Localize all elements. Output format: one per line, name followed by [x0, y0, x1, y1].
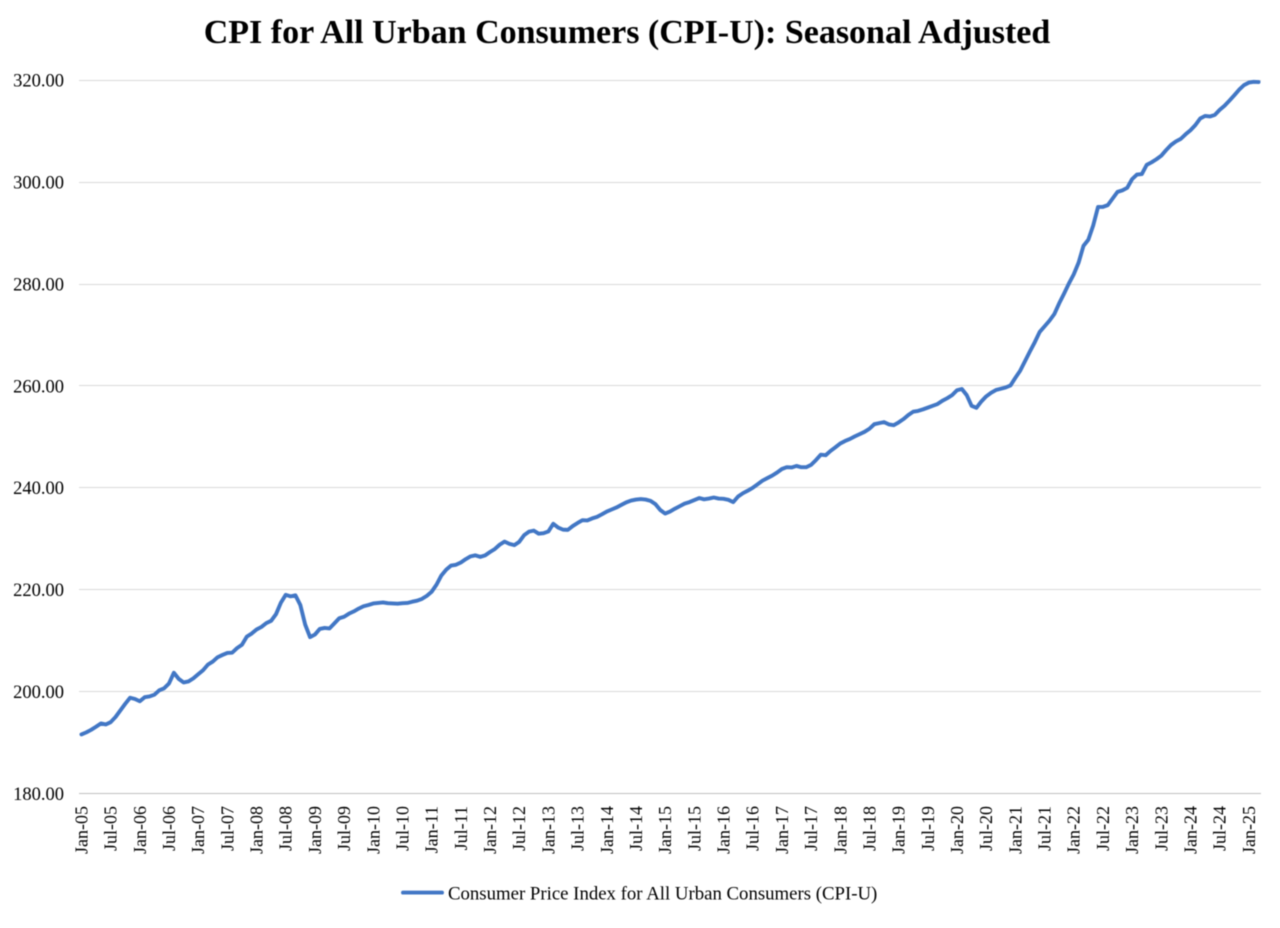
svg-text:Jul-15: Jul-15	[684, 806, 704, 851]
svg-text:Jan-13: Jan-13	[538, 806, 558, 854]
svg-text:Jul-10: Jul-10	[392, 806, 412, 851]
svg-text:Jan-10: Jan-10	[363, 806, 383, 854]
svg-text:Jan-18: Jan-18	[830, 806, 850, 854]
svg-text:260.00: 260.00	[13, 377, 64, 397]
svg-text:Jan-21: Jan-21	[1005, 806, 1025, 854]
svg-text:Jul-08: Jul-08	[276, 806, 296, 851]
svg-text:Jul-06: Jul-06	[159, 806, 179, 851]
svg-text:220.00: 220.00	[13, 581, 64, 601]
svg-text:Jul-11: Jul-11	[451, 806, 471, 850]
svg-text:Jan-11: Jan-11	[422, 806, 442, 853]
svg-text:Jan-14: Jan-14	[597, 806, 617, 854]
svg-text:Jan-17: Jan-17	[772, 806, 792, 854]
svg-text:Jul-23: Jul-23	[1151, 806, 1171, 851]
svg-text:Jul-14: Jul-14	[626, 806, 646, 851]
svg-text:300.00: 300.00	[13, 173, 64, 193]
svg-text:280.00: 280.00	[13, 275, 64, 295]
svg-text:Jul-09: Jul-09	[334, 806, 354, 851]
svg-text:200.00: 200.00	[13, 683, 64, 703]
svg-text:Jul-19: Jul-19	[918, 806, 938, 851]
svg-text:Jan-19: Jan-19	[889, 806, 909, 854]
svg-text:Jul-16: Jul-16	[743, 806, 763, 851]
svg-text:240.00: 240.00	[13, 479, 64, 499]
svg-text:Jan-25: Jan-25	[1239, 806, 1259, 854]
svg-text:Jan-07: Jan-07	[188, 806, 208, 854]
svg-text:Jan-05: Jan-05	[71, 806, 91, 854]
svg-text:Jul-13: Jul-13	[568, 806, 588, 851]
svg-text:Jul-22: Jul-22	[1093, 806, 1113, 851]
svg-text:Jul-17: Jul-17	[801, 806, 821, 851]
svg-text:Jul-05: Jul-05	[101, 806, 121, 851]
svg-text:Jul-20: Jul-20	[976, 806, 996, 851]
svg-text:320.00: 320.00	[13, 72, 64, 92]
svg-text:Jul-24: Jul-24	[1210, 806, 1230, 851]
svg-text:Jan-08: Jan-08	[247, 806, 267, 854]
svg-text:Jan-12: Jan-12	[480, 806, 500, 854]
svg-text:Jul-07: Jul-07	[217, 806, 237, 851]
svg-text:Jan-15: Jan-15	[655, 806, 675, 854]
svg-text:Jul-21: Jul-21	[1035, 806, 1055, 851]
svg-text:Consumer Price Index for All U: Consumer Price Index for All Urban Consu…	[448, 884, 877, 905]
svg-text:Jul-12: Jul-12	[509, 806, 529, 851]
svg-text:CPI for All Urban Consumers (C: CPI for All Urban Consumers (CPI-U): Sea…	[204, 14, 1051, 51]
svg-text:Jan-16: Jan-16	[714, 806, 734, 854]
svg-text:Jan-06: Jan-06	[130, 806, 150, 854]
svg-text:Jan-20: Jan-20	[947, 806, 967, 854]
svg-text:Jul-18: Jul-18	[859, 806, 879, 851]
svg-text:Jan-22: Jan-22	[1064, 806, 1084, 854]
svg-text:Jan-09: Jan-09	[305, 806, 325, 854]
svg-text:Jan-24: Jan-24	[1180, 806, 1200, 854]
svg-text:Jan-23: Jan-23	[1122, 806, 1142, 854]
svg-text:180.00: 180.00	[13, 785, 64, 805]
